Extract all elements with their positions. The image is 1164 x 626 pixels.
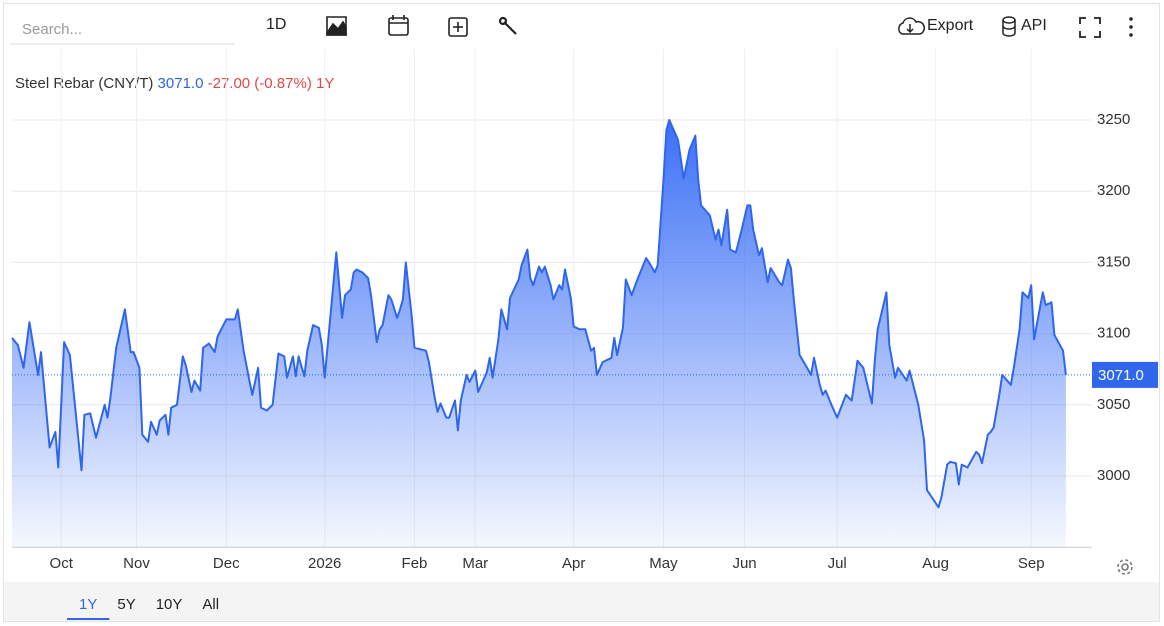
price-tag (1092, 361, 1158, 388)
x-tick-label: 2026 (308, 555, 341, 572)
x-tick-label: Aug (922, 555, 949, 572)
range-button[interactable]: All (202, 596, 219, 613)
x-tick-label: Dec (213, 555, 240, 572)
y-tick-label: 3150 (1097, 253, 1130, 270)
tools-icon[interactable] (498, 16, 517, 35)
y-tick-label: 3200 (1097, 182, 1130, 199)
api-icon[interactable] (1002, 16, 1016, 37)
menu-icon[interactable] (1129, 17, 1133, 37)
add-icon[interactable] (448, 17, 468, 37)
chart-type-icon[interactable] (326, 16, 347, 36)
x-tick-label: Oct (50, 555, 74, 572)
api-button[interactable]: API (1021, 17, 1047, 34)
x-tick-label: Jun (732, 555, 756, 572)
fullscreen-icon[interactable] (1079, 17, 1101, 38)
title: Steel Rebar (CNY/T) (15, 75, 153, 92)
frame (3, 3, 1160, 622)
export-button[interactable]: Export (927, 17, 974, 34)
interval-button[interactable]: 1D (266, 16, 286, 33)
change: -27.00 (-0.87%) (208, 75, 312, 92)
x-tick-label: Sep (1018, 555, 1045, 572)
price-tag-label: 3071.0 (1098, 367, 1144, 384)
y-tick-label: 3000 (1097, 467, 1130, 484)
x-tick-label: Jul (828, 555, 847, 572)
range-bar (4, 582, 1159, 621)
range-button[interactable]: 1Y (79, 596, 97, 613)
plot: 3000 3050 3100 3150 3200 3250 Oct Nov Dec 2026 Feb… (11, 48, 1158, 572)
x-tick-label: Mar (462, 555, 488, 572)
chart-title: Steel Rebar (CNY/T) 3071.0 -27.00 (-0.87… (15, 75, 334, 92)
price-line (11, 119, 1067, 509)
y-tick-label: 3250 (1097, 111, 1130, 128)
x-tick-label: Apr (562, 555, 585, 572)
search-box[interactable]: Search... (22, 21, 82, 38)
price: 3071.0 (158, 75, 204, 92)
range-selector: 1Y 5Y 10Y All (67, 596, 219, 620)
range-button[interactable]: 5Y (117, 596, 135, 613)
x-tick-label: May (649, 555, 678, 572)
x-tick-label: Nov (123, 555, 150, 572)
settings-icon[interactable] (1117, 559, 1133, 575)
range-button[interactable]: 10Y (156, 596, 183, 613)
area-fill (12, 120, 1066, 548)
export-icon[interactable] (898, 17, 926, 35)
calendar-icon[interactable] (388, 15, 409, 36)
y-tick-label: 3100 (1097, 325, 1130, 342)
x-tick-label: Feb (402, 555, 428, 572)
y-tick-label: 3050 (1097, 396, 1130, 413)
